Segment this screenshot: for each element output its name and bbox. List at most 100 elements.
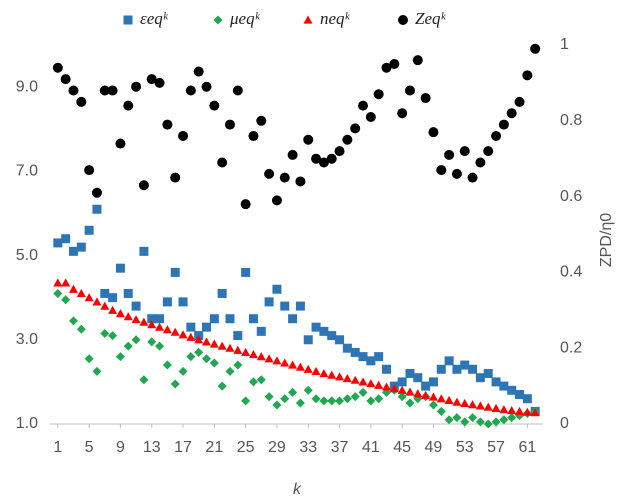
marker-triangle [209, 339, 219, 348]
marker-diamond [311, 394, 321, 404]
marker-circle [444, 149, 455, 160]
marker-triangle [295, 362, 305, 371]
marker-triangle [530, 408, 540, 417]
marker-circle [170, 172, 181, 183]
marker-square [131, 301, 141, 311]
marker-circle [303, 134, 314, 145]
x-axis-label: k [293, 481, 302, 498]
marker-triangle [170, 327, 180, 336]
marker-diamond [342, 394, 352, 404]
y-tick-label: 1.0 [16, 415, 38, 432]
x-tick-label: 53 [456, 439, 474, 456]
marker-diamond [288, 387, 298, 397]
marker-circle [381, 62, 392, 73]
marker-triangle [68, 284, 78, 293]
marker-circle [131, 81, 142, 92]
marker-triangle [233, 345, 243, 354]
marker-square [248, 314, 258, 324]
marker-triangle [389, 384, 399, 393]
marker-square [61, 234, 71, 244]
marker-triangle [217, 341, 227, 350]
marker-square [178, 297, 188, 307]
marker-square [468, 364, 478, 374]
x-tick-label: 61 [518, 439, 536, 456]
x-tick-label: 33 [299, 439, 317, 456]
marker-triangle [139, 317, 149, 326]
marker-circle [491, 130, 502, 141]
marker-triangle [280, 358, 290, 367]
marker-square [413, 373, 423, 383]
marker-circle [373, 89, 384, 100]
marker-square [405, 368, 415, 378]
marker-diamond [475, 417, 485, 427]
marker-triangle [405, 387, 415, 396]
marker-diamond [499, 415, 509, 425]
x-tick-label: 9 [116, 439, 125, 456]
marker-square [507, 385, 517, 395]
marker-diamond [108, 331, 118, 341]
marker-diamond [53, 288, 63, 298]
marker-diamond [350, 392, 360, 402]
marker-square [327, 331, 337, 341]
marker-square [256, 326, 266, 336]
x-tick-label: 1 [53, 439, 62, 456]
marker-diamond [444, 415, 454, 425]
marker-square [522, 394, 532, 404]
marker-diamond [217, 381, 227, 391]
marker-triangle [507, 406, 517, 415]
marker-circle [365, 112, 376, 123]
marker-square [233, 331, 243, 341]
marker-triangle [53, 278, 63, 287]
marker-square [499, 381, 509, 391]
marker-triangle [92, 297, 102, 306]
marker-circle [201, 81, 212, 92]
marker-triangle [452, 397, 462, 406]
marker-square [436, 364, 446, 374]
marker-square [350, 347, 360, 357]
marker-diamond [170, 379, 180, 389]
marker-triangle [155, 322, 165, 331]
marker-diamond [507, 413, 517, 423]
marker-circle [76, 96, 87, 107]
marker-square [515, 390, 525, 400]
marker-square [342, 343, 352, 353]
marker-triangle [327, 370, 337, 379]
marker-triangle [115, 309, 125, 318]
marker-diamond [155, 341, 165, 351]
marker-circle [91, 187, 102, 198]
marker-triangle [194, 335, 204, 344]
marker-triangle [202, 337, 212, 346]
marker-diamond [194, 347, 204, 357]
marker-circle [232, 85, 243, 96]
marker-diamond [295, 398, 305, 408]
y-tick-label: 3.0 [16, 331, 38, 348]
marker-triangle [413, 389, 423, 398]
marker-circle [311, 153, 322, 164]
marker-circle [68, 85, 79, 96]
marker-triangle [186, 332, 196, 341]
marker-diamond [68, 316, 78, 326]
marker-circle [256, 115, 267, 126]
marker-circle [217, 157, 228, 168]
marker-triangle [264, 354, 274, 363]
marker-circle [522, 70, 533, 81]
marker-square [170, 267, 180, 277]
marker-diamond [209, 358, 219, 368]
marker-circle [115, 138, 126, 149]
y-tick-label: 5.0 [16, 247, 38, 264]
marker-circle [436, 165, 447, 176]
marker-circle [178, 130, 189, 141]
marker-circle [451, 168, 462, 179]
marker-square [475, 373, 485, 383]
marker-square [209, 314, 219, 324]
marker-square [123, 288, 133, 298]
marker-square [84, 225, 94, 235]
marker-square [241, 267, 251, 277]
marker-circle [350, 123, 361, 134]
marker-circle [459, 146, 470, 157]
marker-square [444, 356, 454, 366]
marker-triangle [421, 390, 431, 399]
marker-diamond [84, 354, 94, 364]
marker-triangle [468, 400, 478, 409]
